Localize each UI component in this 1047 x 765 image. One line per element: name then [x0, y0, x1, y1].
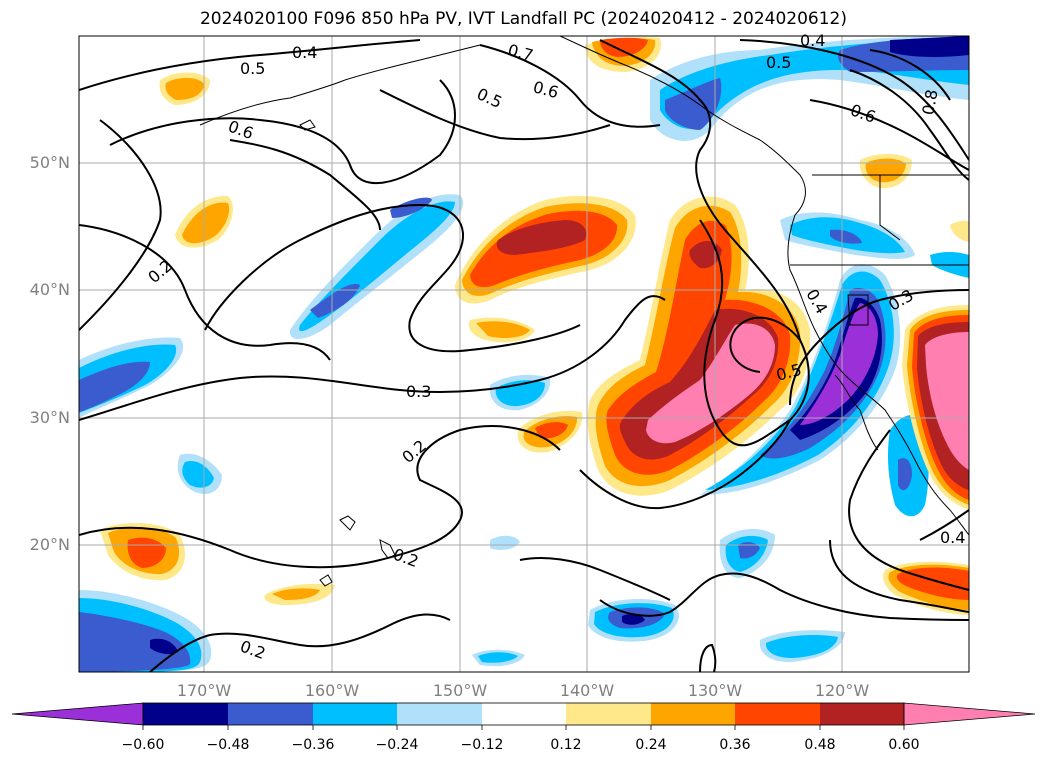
colorbar-swatch [820, 703, 904, 725]
lon-label: 140°W [559, 681, 615, 700]
lat-label: 50°N [29, 153, 70, 172]
colorbar-tick-label: −0.60 [121, 737, 165, 753]
contour-label: 0.2 [238, 636, 268, 663]
contour-label: 0.6 [848, 100, 878, 127]
colorbar-swatch [566, 703, 651, 725]
pos-region-plume-core [646, 323, 775, 444]
colorbar-tick-label: 0.24 [635, 737, 667, 753]
colorbar-swatch [228, 703, 313, 725]
contour-label: 0.5 [474, 84, 505, 112]
contour-label: 0.5 [240, 59, 265, 78]
coastlines [199, 36, 969, 587]
contour-label: 0.3 [406, 382, 431, 401]
contour-label: 0.7 [506, 40, 536, 65]
positive-anomaly-regions [100, 37, 969, 615]
contour-label: 0.2 [144, 256, 176, 287]
colorbar-tick-label: 0.48 [804, 737, 836, 753]
colorbar [11, 702, 1036, 730]
colorbar-tick-label: 0.60 [888, 737, 920, 753]
negative-anomaly-regions [79, 36, 969, 672]
colorbar-swatch [143, 703, 228, 725]
lat-label: 40°N [29, 280, 70, 299]
colorbar-extend-high [903, 702, 1036, 726]
lon-label: 120°W [814, 681, 870, 700]
colorbar-tick-label: −0.36 [291, 737, 335, 753]
contour-label: 0.2 [398, 436, 430, 467]
map-title: 2024020100 F096 850 hPa PV, IVT Landfall… [199, 9, 847, 29]
colorbar-swatch [397, 703, 482, 725]
colorbar-tick-label: −0.24 [375, 737, 419, 753]
filled-anomalies [79, 36, 969, 672]
contour-label: 0.4 [800, 31, 825, 50]
colorbar-swatch [482, 703, 566, 725]
colorbar-swatch [313, 703, 397, 725]
lon-label: 160°W [304, 681, 360, 700]
contour-lines [79, 39, 969, 672]
colorbar-tick-label: 0.36 [719, 737, 751, 753]
gridlines [79, 36, 969, 672]
map-frame [78, 35, 970, 673]
colorbar-tick-label: 0.12 [550, 737, 582, 753]
contour-label: 0.8 [918, 88, 941, 116]
lon-label: 130°W [687, 681, 743, 700]
lon-label: 150°W [432, 681, 488, 700]
colorbar-swatch [735, 703, 820, 725]
lat-label: 20°N [29, 535, 70, 554]
lon-label: 170°W [176, 681, 232, 700]
colorbar-swatch [651, 703, 735, 725]
contour-label: 0.4 [940, 528, 965, 547]
lat-label: 30°N [29, 408, 70, 427]
contour-label: 0.4 [292, 43, 317, 62]
colorbar-tick-label: −0.12 [460, 737, 504, 753]
colorbar-extend-low [11, 702, 144, 726]
contour-label: 0.6 [531, 77, 561, 102]
colorbar-tick-label: −0.48 [206, 737, 250, 753]
contour-label: 0.5 [766, 53, 791, 72]
colorbar-frame [142, 702, 905, 726]
